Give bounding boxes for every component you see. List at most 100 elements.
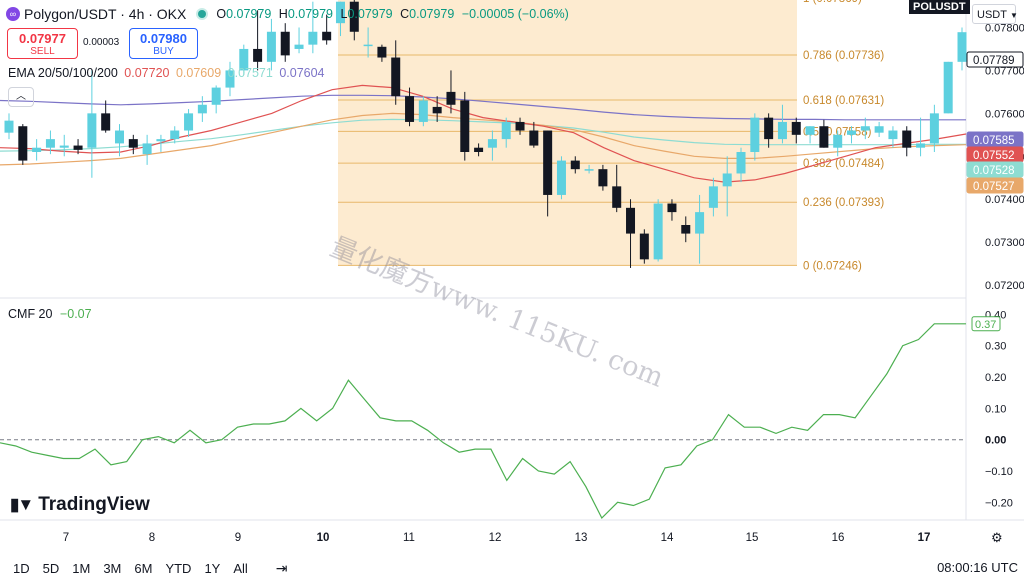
chevron-down-icon: ▼	[1009, 11, 1018, 20]
fib-level-value: 0.07393	[839, 197, 881, 209]
fib-level-label: 1 (0.07869)	[803, 0, 862, 5]
tradingview-icon: ▮▼	[10, 495, 34, 514]
fib-level-label: 0.786 (0.07736)	[803, 50, 884, 62]
time-axis-tick: 8	[149, 532, 155, 544]
ema200-line	[0, 94, 966, 121]
time-axis-tick: 7	[63, 532, 69, 544]
range-button-all[interactable]: All	[233, 560, 248, 576]
spread-value: 0.00003	[83, 37, 120, 48]
price-label-value: 0.07552	[973, 150, 1015, 162]
range-button-1m[interactable]: 1M	[72, 560, 91, 576]
cmf-axis-tick: −0.20	[985, 497, 1013, 509]
candle-body	[211, 87, 221, 105]
fib-level-label: 0.618 (0.07631)	[803, 95, 884, 107]
tradingview-logo[interactable]: ▮▼ TradingView	[10, 494, 150, 515]
fib-level-ratio: 0 (	[803, 260, 817, 272]
gear-icon[interactable]: ⚙	[991, 530, 1003, 545]
candle-body	[294, 44, 304, 49]
fib-level-label: 0.382 (0.07484)	[803, 158, 884, 170]
range-button-ytd[interactable]: YTD	[165, 560, 192, 576]
candle-body	[474, 147, 484, 152]
fib-level-label: 0.236 (0.07393)	[803, 197, 884, 209]
candle-body	[736, 152, 746, 174]
time-axis-tick: 12	[489, 532, 502, 544]
candle-body	[418, 100, 428, 122]
time-axis-tick: 17	[918, 532, 931, 544]
candle-body	[101, 113, 111, 131]
cmf-axis-tick: 0.10	[985, 403, 1006, 415]
fib-level-value: 0.07869	[816, 0, 858, 5]
candle-body	[805, 126, 815, 135]
fib-level-value: 0.07484	[839, 158, 881, 170]
candle-body	[847, 130, 857, 135]
candle-body	[722, 173, 732, 187]
time-axis-tick: 11	[403, 532, 415, 544]
price-axis-tick: 0.07400	[985, 194, 1024, 206]
candle-body	[888, 130, 898, 140]
candle-body	[902, 130, 912, 148]
fib-level-close: )	[880, 50, 884, 62]
range-button-5d[interactable]: 5D	[42, 560, 60, 576]
candle-body	[584, 169, 594, 171]
price-label-badge	[966, 161, 1024, 178]
candle-body	[943, 61, 953, 114]
ohlc-values: O0.07979 H0.07979 L0.07979 C0.07979 −0.0…	[216, 7, 569, 21]
candle-body	[929, 113, 939, 144]
candle-body	[405, 96, 415, 122]
sell-button[interactable]: 0.07977 SELL	[7, 28, 78, 59]
ema-legend[interactable]: EMA 20/50/100/200 0.07720 0.07609 0.0757…	[8, 66, 325, 80]
range-button-3m[interactable]: 3M	[103, 560, 122, 576]
candle-body	[432, 106, 442, 114]
symbol-title[interactable]: Polygon/USDT · 4h · OKX	[24, 6, 187, 22]
fib-level-close: )	[858, 260, 862, 272]
ema50-line	[0, 112, 967, 166]
fib-zone	[338, 0, 797, 266]
calendar-range-icon[interactable]: ⇥	[275, 559, 288, 576]
fib-level-ratio: 0.618 (	[803, 95, 839, 107]
candle-body	[626, 207, 636, 234]
cmf-axis-tick: −0.10	[985, 466, 1013, 478]
range-button-6m[interactable]: 6M	[134, 560, 153, 576]
price-label-value: 0.07528	[973, 165, 1015, 177]
buy-button[interactable]: 0.07980 BUY	[129, 28, 198, 59]
candle-body	[957, 32, 967, 62]
fib-level-label: 0 (0.07246)	[803, 260, 862, 272]
candle-body	[874, 126, 884, 133]
fib-level-close: )	[880, 95, 884, 107]
polygon-logo-icon: ∞	[6, 7, 20, 21]
cmf-line	[0, 323, 966, 520]
range-toolbar: 1D 5D 1M 3M 6M YTD 1Y All ⇥ 08:00:16 UTC	[0, 557, 1024, 579]
candle-body	[750, 117, 760, 152]
chart-header: ∞ Polygon/USDT · 4h · OKX O0.07979 H0.07…	[6, 4, 569, 24]
range-button-1y[interactable]: 1Y	[204, 560, 221, 576]
candle-body	[253, 48, 263, 62]
fib-level-close: )	[880, 197, 884, 209]
candle-body	[460, 100, 470, 152]
candle-body	[197, 104, 207, 114]
price-axis-tick: 0.07800	[985, 22, 1024, 34]
candle-body	[308, 31, 318, 45]
range-button-1d[interactable]: 1D	[13, 560, 30, 576]
clock-time[interactable]: 08:00:16 UTC	[937, 560, 1018, 575]
candle-body	[363, 44, 373, 47]
cmf-legend[interactable]: CMF 20 −0.07	[8, 307, 92, 321]
candle-body	[18, 126, 28, 161]
price-label-value: 0.07585	[973, 135, 1015, 147]
collapse-legend-button[interactable]: ︿	[8, 87, 34, 107]
price-label-badge	[966, 177, 1024, 194]
market-status-icon	[198, 10, 207, 18]
time-axis-tick: 14	[661, 532, 674, 544]
candle-body	[446, 91, 456, 105]
price-axis-tick: 0.07300	[985, 237, 1024, 249]
time-axis-tick: 15	[746, 532, 759, 544]
candle-body	[764, 117, 774, 140]
pair-badge: POLUSDT	[909, 0, 970, 14]
fib-level-ratio: 0.786 (	[803, 50, 839, 62]
candle-body	[916, 143, 926, 148]
currency-select[interactable]: USDT ▼	[972, 4, 1018, 24]
fib-level-ratio: 1 (	[803, 0, 817, 5]
candle-body	[142, 143, 152, 155]
fib-level-close: )	[858, 0, 862, 5]
candle-body	[695, 212, 705, 234]
